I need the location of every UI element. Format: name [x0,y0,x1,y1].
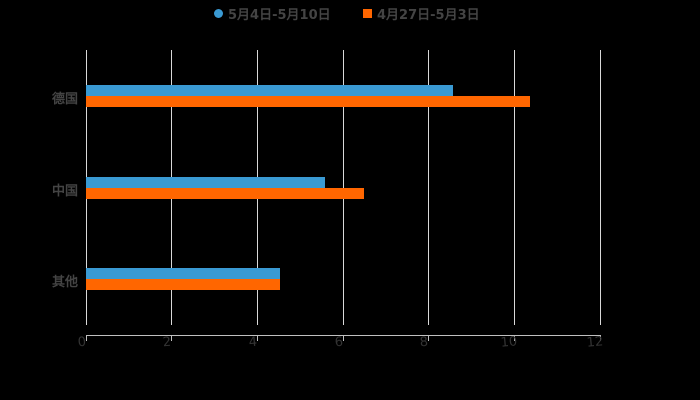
y-category-label-other: 其他 [51,275,78,290]
x-tick [514,335,515,341]
bar-other-series-1[interactable] [86,268,280,279]
x-tick-label: 2 [162,334,172,351]
x-tick [86,335,87,341]
gridline [343,50,344,325]
gridline [600,50,601,325]
x-tick-label: 0 [77,334,87,351]
x-tick-label: 8 [419,334,429,351]
x-tick [600,335,601,341]
x-tick [171,335,172,341]
y-category-label-china: 中国 [51,184,78,199]
bar-china-series-2[interactable] [86,188,364,199]
x-tick-label: 4 [248,334,258,351]
bar-other-series-2[interactable] [86,279,280,290]
x-tick [428,335,429,341]
bar-germany-series-1[interactable] [86,85,453,96]
bar-china-series-1[interactable] [86,177,325,188]
x-tick-label: 10 [500,334,518,351]
x-tick-label: 12 [586,334,604,351]
legend-circle-marker-icon [214,8,223,18]
legend-item-series-2[interactable]: 4月27日-5月3日 [363,3,480,23]
y-category-label-germany: 德国 [51,92,78,107]
x-tick [257,335,258,341]
chart-legend: 5月4日-5月10日 4月27日-5月3日 [0,3,700,23]
x-tick [343,335,344,341]
legend-item-series-1[interactable]: 5月4日-5月10日 [214,3,331,23]
legend-label: 4月27日-5月3日 [377,7,480,23]
legend-square-marker-icon [363,8,372,18]
gridline [514,50,515,325]
bar-germany-series-2[interactable] [86,96,530,107]
gridline [428,50,429,325]
legend-label: 5月4日-5月10日 [228,7,331,23]
x-tick-label: 6 [334,334,344,351]
